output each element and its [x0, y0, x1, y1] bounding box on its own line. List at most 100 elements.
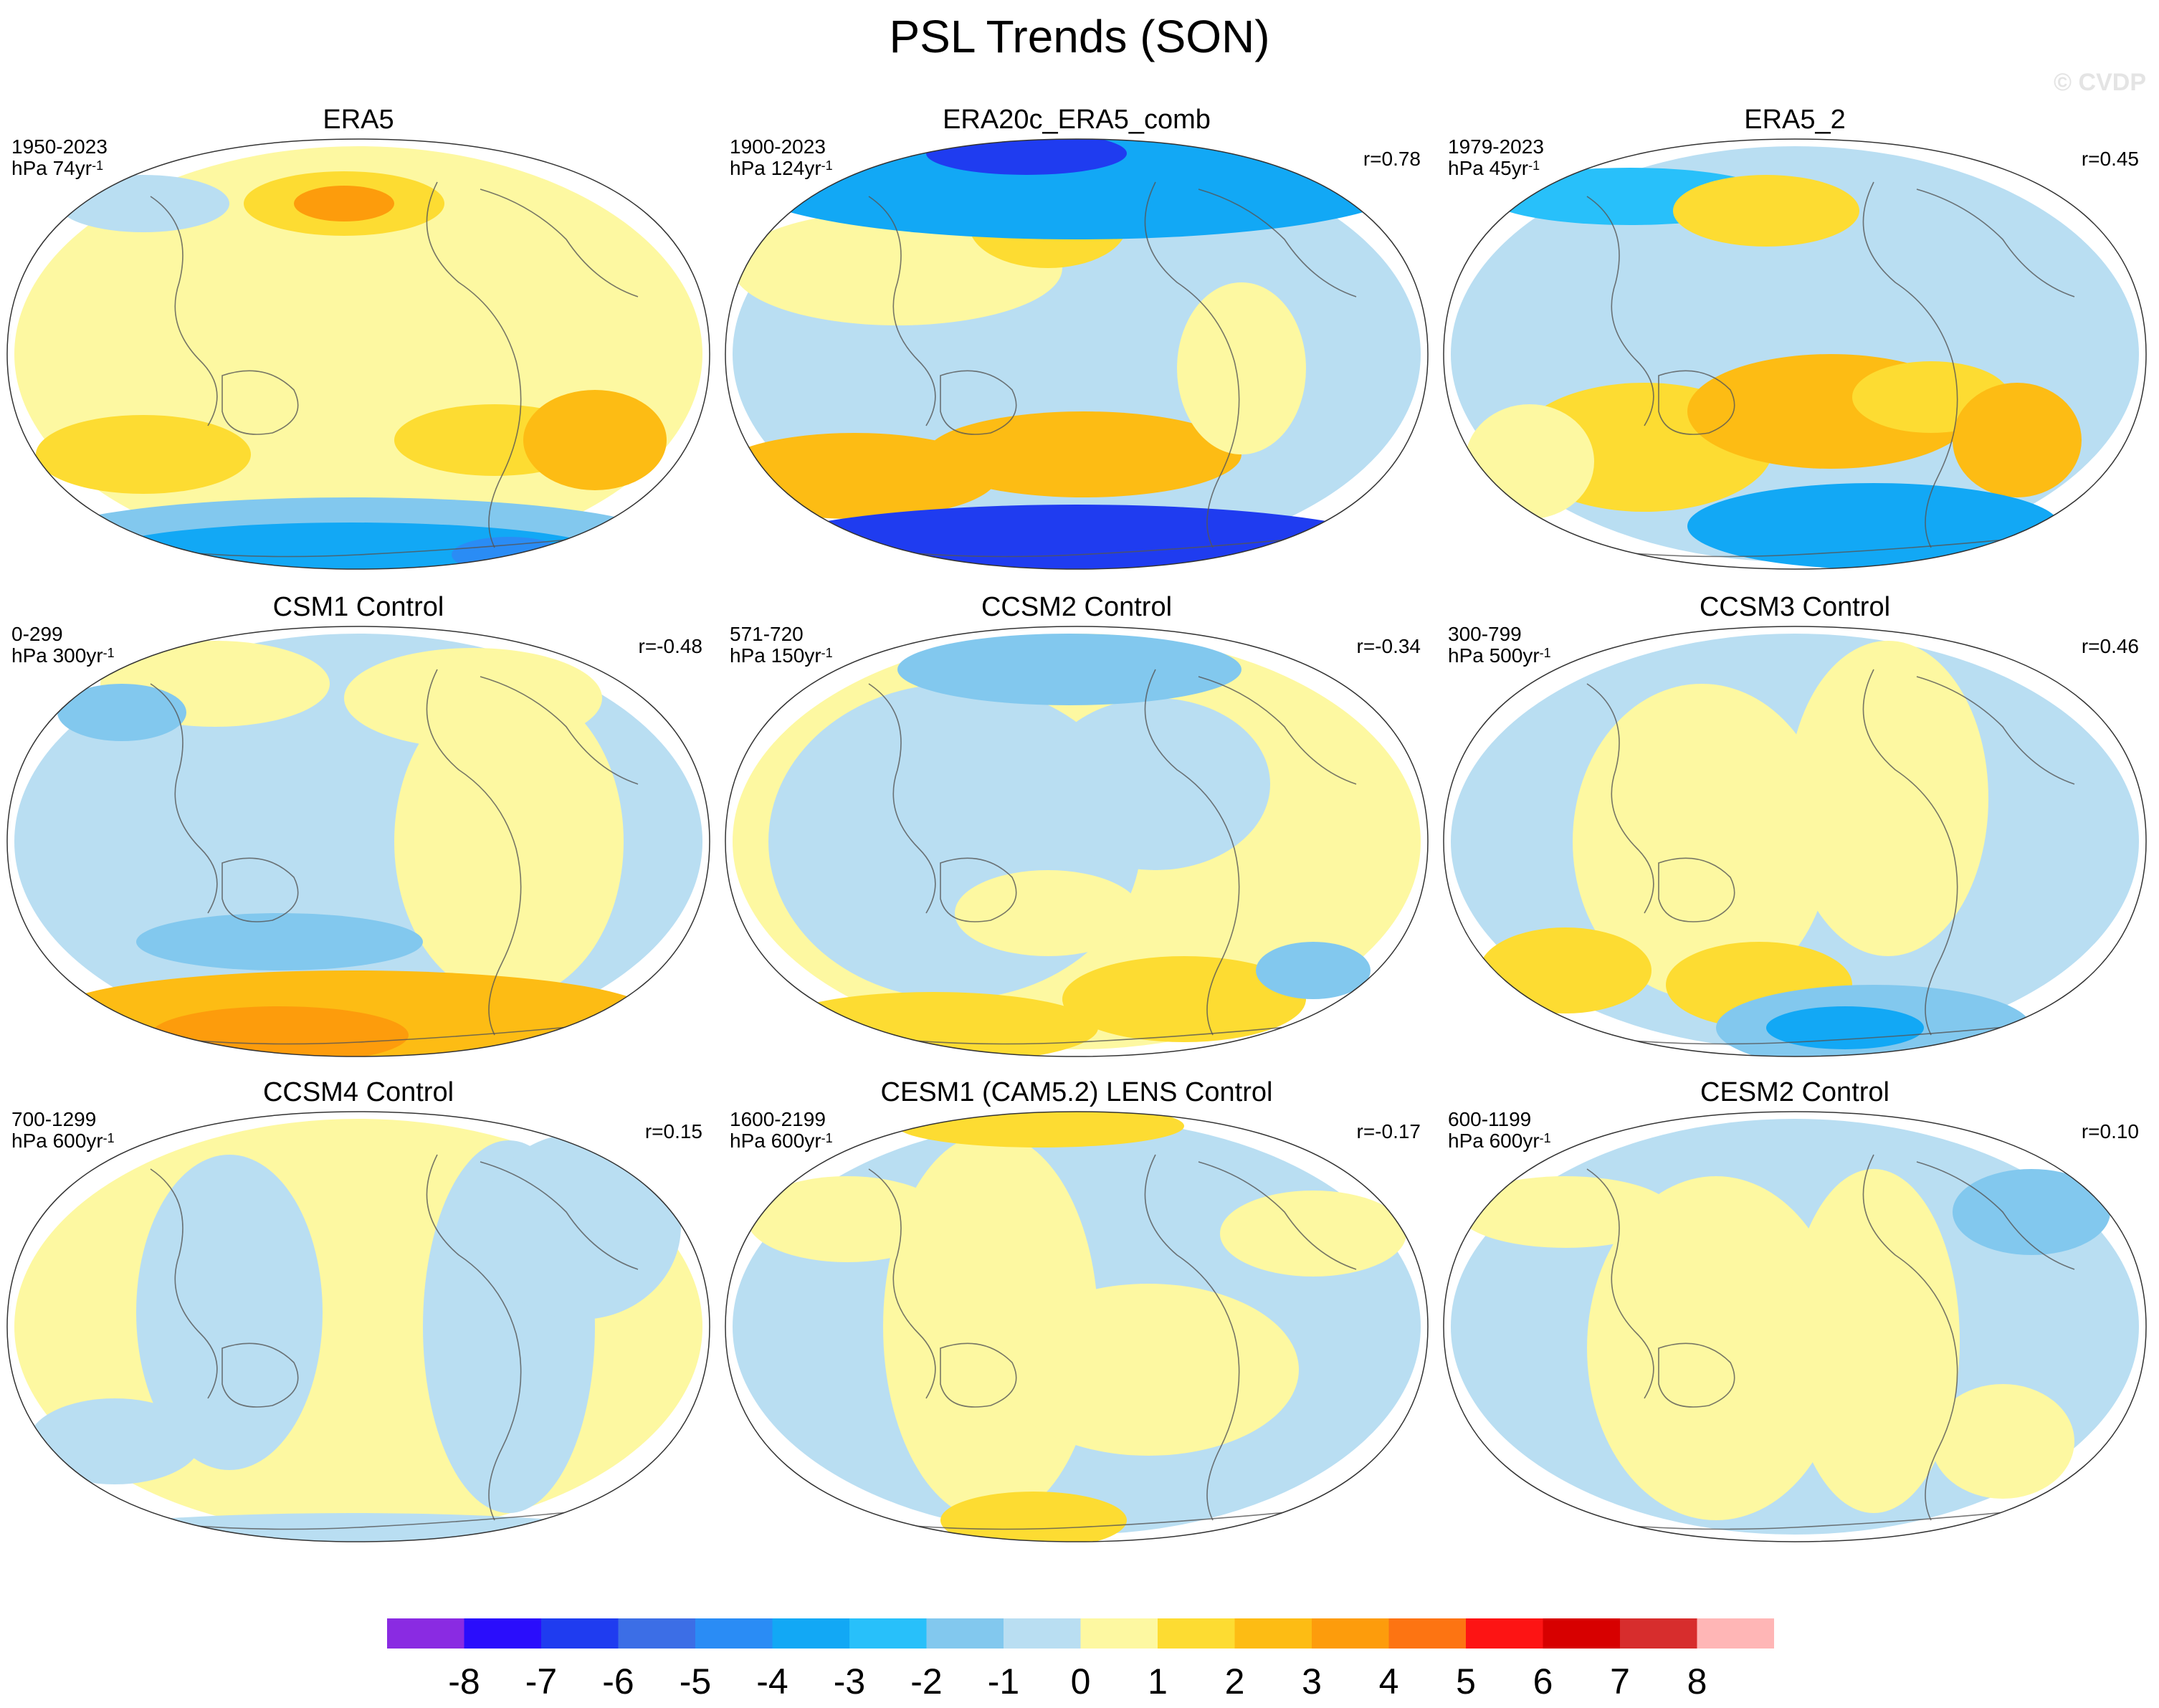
contour-region	[1177, 282, 1306, 454]
contour-region	[1673, 175, 1859, 247]
contour-region	[452, 537, 566, 569]
coastline	[1862, 669, 1958, 1036]
panel-units: hPa 500yr-1	[1448, 644, 1551, 667]
contour-region	[1573, 684, 1831, 999]
colorbar-label: 4	[1379, 1661, 1399, 1702]
coastline	[1586, 683, 1654, 914]
colorbar-swatch	[1543, 1618, 1620, 1649]
contour-region	[1041, 698, 1270, 870]
colorbar-swatch	[926, 1618, 1004, 1649]
map-panel: CCSM4 Control 700-1299 hPa 600yr-1 r=0.15	[0, 1077, 717, 1550]
pattern-correlation: r=0.45	[2081, 148, 2139, 170]
colorbar-label: 8	[1687, 1661, 1707, 1702]
panel-years: 1950-2023	[11, 135, 108, 158]
map-outline	[1443, 138, 2147, 570]
colorbar-label: 5	[1456, 1661, 1476, 1702]
colorbar-swatch	[1004, 1618, 1081, 1649]
map-panel: CESM2 Control 600-1199 hPa 600yr-1 r=0.10	[1436, 1077, 2153, 1550]
coastline	[868, 683, 936, 914]
coastline	[1198, 189, 1357, 297]
contour-region	[955, 870, 1141, 956]
panel-years: 700-1299	[11, 1108, 97, 1130]
colorbar-swatch	[1080, 1618, 1158, 1649]
coastline	[868, 1168, 936, 1399]
panel-units: hPa 600yr-1	[730, 1130, 833, 1152]
colorbar-label: -3	[834, 1661, 865, 1702]
panel-years: 300-799	[1448, 623, 1522, 645]
panel-title: CCSM2 Control	[981, 592, 1173, 622]
coastline	[150, 683, 218, 914]
coastline	[1862, 1154, 1958, 1521]
colorbar-label: 2	[1225, 1661, 1245, 1702]
map-outline	[6, 626, 710, 1057]
colorbar-label: -8	[448, 1661, 480, 1702]
colorbar-label: 0	[1071, 1661, 1091, 1702]
map-panel: CCSM3 Control 300-799 hPa 500yr-1 r=0.46	[1436, 592, 2153, 1065]
robinson-map	[725, 1111, 1429, 1542]
colorbar-swatch	[1620, 1618, 1697, 1649]
contour-region	[1587, 1176, 1845, 1520]
map-outline	[1443, 626, 2147, 1057]
contour-region	[897, 634, 1241, 705]
contour-region	[1931, 1384, 2074, 1499]
robinson-map	[1443, 626, 2147, 1057]
panel-units: hPa 45yr-1	[1448, 157, 1540, 179]
contour-region	[1766, 1006, 1924, 1049]
contour-region	[1687, 483, 2060, 569]
map-outline	[725, 626, 1429, 1057]
map-panel: CCSM2 Control 571-720 hPa 150yr-1 r=-0.34	[718, 592, 1435, 1065]
coastline	[1658, 370, 1735, 435]
contour-region	[1220, 1191, 1406, 1277]
panel-title: CESM2 Control	[1700, 1077, 1889, 1107]
panel-years: 571-720	[730, 623, 804, 645]
contour-region	[29, 1398, 201, 1484]
map-outline	[1443, 1111, 2147, 1542]
coastline	[1916, 676, 2075, 785]
coastline	[1862, 181, 1958, 548]
pattern-correlation: r=0.15	[644, 1120, 702, 1142]
contour-region	[394, 684, 624, 999]
panel-units: hPa 74yr-1	[11, 157, 104, 179]
contour-region	[36, 415, 251, 494]
pattern-correlation: r=0.10	[2081, 1120, 2139, 1142]
pattern-correlation: r=-0.17	[1356, 1120, 1421, 1142]
contour-region	[1465, 404, 1594, 519]
pattern-correlation: r=0.46	[2081, 635, 2139, 657]
contour-region	[294, 186, 394, 221]
map-outline	[725, 1111, 1429, 1542]
coastline	[1658, 857, 1735, 922]
panel-units: hPa 600yr-1	[11, 1130, 115, 1152]
coastline	[480, 676, 639, 785]
map-outline	[725, 138, 1429, 570]
pattern-correlation: r=-0.48	[638, 635, 703, 657]
robinson-map	[1443, 1111, 2147, 1542]
panel-title: ERA20c_ERA5_comb	[943, 105, 1211, 135]
colorbar-swatch	[1697, 1618, 1774, 1649]
colorbar-swatch	[1312, 1618, 1389, 1649]
coastline	[426, 669, 522, 1036]
contour-region	[1458, 1176, 1673, 1248]
panel-years: 1600-2199	[730, 1108, 826, 1130]
contour-region	[1788, 1169, 1960, 1513]
panel-years: 1979-2023	[1448, 135, 1544, 158]
panel-title: CESM1 (CAM5.2) LENS Control	[880, 1077, 1273, 1107]
coastline	[1198, 676, 1357, 785]
colorbar-label: -2	[910, 1661, 942, 1702]
panel-title: CSM1 Control	[272, 592, 444, 622]
pattern-correlation: r=-0.34	[1356, 635, 1421, 657]
contour-region	[998, 1284, 1299, 1456]
colorbar-label: 7	[1610, 1661, 1630, 1702]
coastline	[1144, 181, 1240, 548]
contour-region	[523, 390, 667, 490]
colorbar-label: -4	[756, 1661, 788, 1702]
coastline	[426, 1154, 522, 1521]
contour-region	[480, 1133, 681, 1320]
coastline	[426, 181, 522, 548]
coastline	[480, 1161, 639, 1270]
coastline	[221, 857, 299, 922]
contour-region	[36, 1513, 667, 1542]
contour-region	[747, 1176, 948, 1262]
contour-region	[136, 913, 423, 970]
contour-region	[151, 1006, 409, 1056]
coastline	[1144, 669, 1240, 1036]
